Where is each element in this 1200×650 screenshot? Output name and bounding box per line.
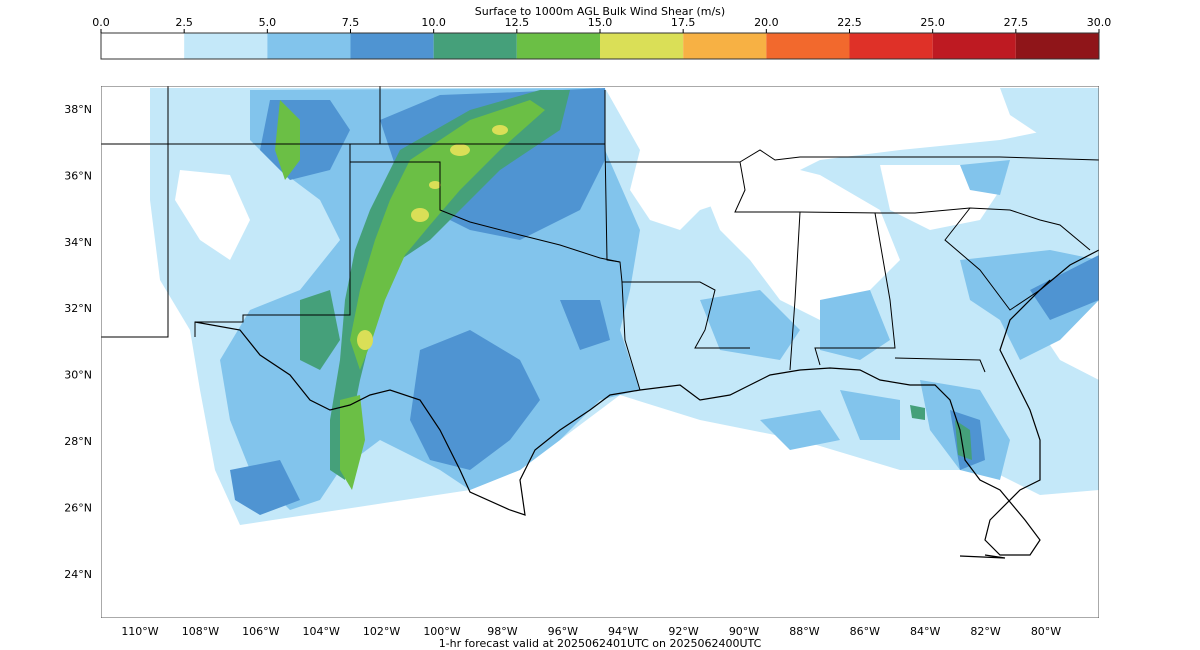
colorbar-swatch — [350, 33, 434, 59]
colorbar-tick-label: 15.0 — [588, 16, 613, 29]
colorbar-tick-label: 17.5 — [671, 16, 696, 29]
shear-field-yellow — [357, 125, 508, 350]
longitude-label: 88°W — [789, 625, 819, 638]
longitude-label: 96°W — [548, 625, 578, 638]
latitude-label: 28°N — [64, 435, 92, 448]
colorbar-swatch — [101, 33, 185, 59]
coastline — [194, 249, 1099, 559]
forecast-valid-text: 1-hr forecast valid at 2025062401UTC on … — [439, 637, 762, 650]
colorbar-swatch — [433, 33, 517, 59]
longitude-label: 108°W — [182, 625, 219, 638]
colorbar-swatch — [849, 33, 933, 59]
map-panel — [101, 86, 1099, 618]
longitude-label: 94°W — [608, 625, 638, 638]
latitude-label: 30°N — [64, 369, 92, 382]
longitude-label: 110°W — [121, 625, 158, 638]
colorbar-tick-label: 22.5 — [837, 16, 862, 29]
latitude-label: 34°N — [64, 236, 92, 249]
political-boundaries — [101, 86, 1099, 391]
latitude-label: 24°N — [64, 568, 92, 581]
colorbar-ticks: 0.0 2.5 5.0 7.5 10.0 12.5 15.0 17.5 20.0 22.5 25.0… — [92, 16, 1111, 33]
latitude-label: 38°N — [64, 103, 92, 116]
colorbar-tick-label: 30.0 — [1087, 16, 1112, 29]
colorbar-swatch — [1015, 33, 1099, 59]
colorbar-tick-label: 12.5 — [505, 16, 530, 29]
longitude-label: 106°W — [242, 625, 279, 638]
colorbar-title: Surface to 1000m AGL Bulk Wind Shear (m/… — [475, 5, 725, 18]
colorbar-swatch — [184, 33, 268, 59]
colorbar — [100, 32, 1100, 60]
latitude-label: 36°N — [64, 169, 92, 182]
latitude-label: 26°N — [64, 501, 92, 514]
longitude-label: 98°W — [487, 625, 517, 638]
colorbar-tick-label: 2.5 — [175, 16, 193, 29]
latitude-label: 32°N — [64, 302, 92, 315]
colorbar-tick-label: 5.0 — [259, 16, 277, 29]
longitude-label: 82°W — [970, 625, 1000, 638]
colorbar-swatch — [267, 33, 351, 59]
colorbar-tick-label: 27.5 — [1004, 16, 1029, 29]
longitude-label: 100°W — [423, 625, 460, 638]
colorbar-tick-label: 0.0 — [92, 16, 110, 29]
longitude-label: 84°W — [910, 625, 940, 638]
colorbar-tick-label: 7.5 — [342, 16, 360, 29]
colorbar-swatch — [516, 33, 600, 59]
longitude-label: 80°W — [1031, 625, 1061, 638]
colorbar-tick-label: 20.0 — [754, 16, 779, 29]
colorbar-swatch — [683, 33, 767, 59]
latitude-labels: 38°N 36°N 34°N 32°N 30°N 28°N 26°N 24°N — [64, 103, 92, 581]
colorbar-swatch — [932, 33, 1016, 59]
colorbar-swatch — [766, 33, 850, 59]
colorbar-tick-label: 10.0 — [421, 16, 446, 29]
colorbar-swatch — [600, 33, 684, 59]
colorbar-tick-label: 25.0 — [920, 16, 945, 29]
longitude-label: 102°W — [363, 625, 400, 638]
longitude-label: 90°W — [729, 625, 759, 638]
longitude-label: 104°W — [303, 625, 340, 638]
longitude-label: 86°W — [850, 625, 880, 638]
longitude-labels: 110°W 108°W 106°W 104°W 102°W 100°W 98°W 96°W 94… — [121, 625, 1061, 638]
longitude-label: 92°W — [668, 625, 698, 638]
